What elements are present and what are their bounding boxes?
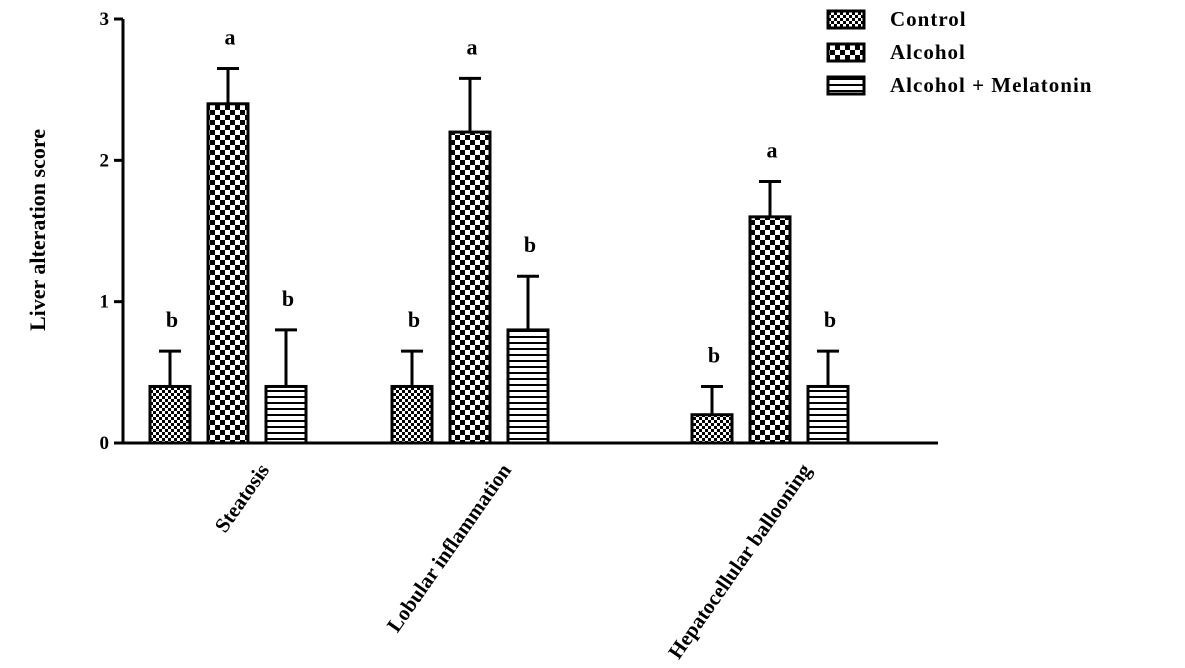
significance-label: b bbox=[708, 342, 720, 367]
bar-alcohol-melatonin-0 bbox=[264, 384, 308, 445]
significance-label: b bbox=[166, 307, 178, 332]
category-label: Steatosis bbox=[210, 459, 274, 537]
legend-label: Control bbox=[890, 7, 967, 31]
significance-label: b bbox=[824, 307, 836, 332]
y-axis-label: Liver alteration score bbox=[25, 129, 50, 331]
category-labels: Steatosis Lobular inflammation Hepatocellu… bbox=[210, 459, 817, 664]
y-axis-ticks: 0 1 2 3 bbox=[100, 9, 123, 454]
bar-alcohol-1 bbox=[448, 130, 492, 445]
category-label: Lobular inflammation bbox=[382, 459, 516, 637]
legend-label: Alcohol + Melatonin bbox=[890, 73, 1092, 97]
legend-label: Alcohol bbox=[890, 40, 966, 64]
significance-label: a bbox=[467, 34, 478, 59]
legend-swatch bbox=[826, 75, 866, 96]
bar-control-1 bbox=[390, 384, 434, 445]
bar-control-2 bbox=[690, 413, 734, 445]
bar-alcohol-melatonin-2 bbox=[806, 384, 850, 445]
significance-label: a bbox=[225, 24, 236, 49]
significance-label: b bbox=[524, 232, 536, 257]
significance-label: b bbox=[408, 307, 420, 332]
bar-alcohol-0 bbox=[206, 102, 250, 445]
legend-swatch bbox=[826, 42, 866, 63]
bar-alcohol-2 bbox=[748, 215, 792, 445]
bar-control-0 bbox=[148, 384, 192, 445]
y-tick-label: 1 bbox=[100, 292, 110, 313]
significance-label: b bbox=[282, 286, 294, 311]
legend: Control Alcohol Alcohol + Melatonin bbox=[826, 7, 1092, 97]
category-label: Hepatocellular ballooning bbox=[663, 459, 816, 664]
significance-labels: b a b b a b b a b bbox=[166, 24, 836, 367]
error-bars bbox=[159, 66, 839, 415]
y-tick-label: 0 bbox=[100, 433, 110, 454]
y-tick-label: 2 bbox=[100, 150, 110, 171]
y-tick-label: 3 bbox=[100, 9, 110, 30]
bars bbox=[148, 102, 850, 445]
legend-swatch bbox=[826, 9, 866, 30]
significance-label: a bbox=[767, 138, 778, 163]
bar-alcohol-melatonin-1 bbox=[506, 328, 550, 445]
